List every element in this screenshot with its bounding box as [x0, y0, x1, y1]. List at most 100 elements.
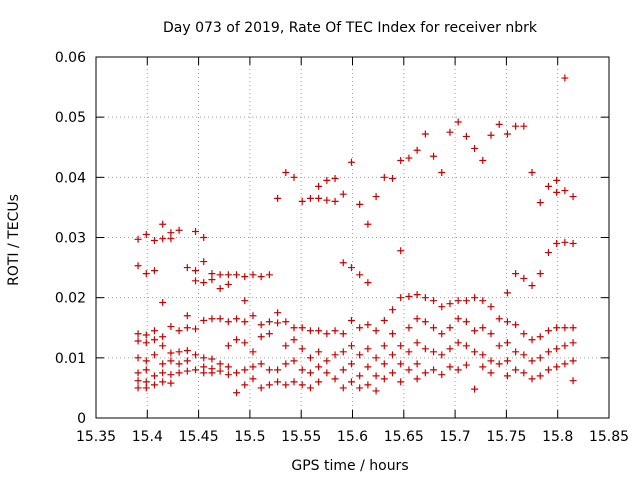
data-point	[142, 384, 150, 392]
data-point	[561, 187, 569, 195]
data-points	[134, 74, 577, 397]
data-point	[241, 297, 249, 305]
x-tick-label: 15.8	[542, 429, 573, 445]
data-point	[569, 357, 577, 365]
data-point	[364, 321, 372, 329]
data-point	[183, 347, 191, 355]
data-point	[438, 169, 446, 177]
data-point	[364, 381, 372, 389]
data-point	[159, 360, 167, 368]
data-point	[249, 271, 257, 279]
data-point	[495, 342, 503, 350]
data-point	[569, 377, 577, 385]
data-point	[150, 237, 158, 245]
data-point	[520, 351, 528, 359]
data-point	[413, 146, 421, 154]
data-point	[561, 342, 569, 350]
data-point	[405, 154, 413, 162]
data-point	[446, 300, 454, 308]
data-point	[192, 325, 200, 333]
data-point	[446, 345, 454, 353]
data-point	[290, 173, 298, 181]
data-point	[438, 330, 446, 338]
data-point	[183, 312, 191, 320]
x-tick-label: 15.45	[179, 429, 219, 445]
data-point	[397, 342, 405, 350]
data-point	[512, 348, 520, 356]
data-point	[528, 357, 536, 365]
data-point	[192, 277, 200, 285]
data-point	[462, 318, 470, 326]
data-point	[446, 128, 454, 136]
data-point	[134, 235, 142, 243]
data-point	[159, 333, 167, 341]
data-point	[331, 197, 339, 205]
data-point	[175, 369, 183, 377]
data-point	[536, 372, 544, 380]
data-point	[479, 351, 487, 359]
x-tick-label: 15.85	[589, 429, 629, 445]
data-point	[561, 324, 569, 332]
data-point	[175, 360, 183, 368]
data-point	[331, 327, 339, 335]
data-point	[487, 131, 495, 139]
data-point	[364, 220, 372, 228]
data-point	[339, 384, 347, 392]
data-point	[503, 318, 511, 326]
data-point	[397, 247, 405, 255]
x-tick-label: 15.6	[337, 429, 368, 445]
x-tick-label: 15.35	[76, 429, 116, 445]
data-point	[241, 339, 249, 347]
data-point	[405, 366, 413, 374]
y-tick-label: 0	[77, 411, 86, 427]
data-point	[159, 342, 167, 350]
data-point	[520, 122, 528, 130]
y-tick-label: 0.05	[55, 110, 86, 126]
data-point	[274, 309, 282, 317]
data-point	[487, 369, 495, 377]
data-point	[224, 342, 232, 350]
data-point	[159, 235, 167, 243]
data-point	[553, 176, 561, 184]
data-point	[495, 120, 503, 128]
data-point	[150, 372, 158, 380]
data-point	[380, 360, 388, 368]
data-point	[167, 371, 175, 379]
data-point	[430, 366, 438, 374]
data-point	[503, 289, 511, 297]
data-point	[142, 339, 150, 347]
data-point	[421, 130, 429, 138]
data-point	[347, 360, 355, 368]
data-point	[134, 330, 142, 338]
data-point	[364, 279, 372, 287]
data-point	[544, 249, 552, 257]
data-point	[561, 74, 569, 82]
data-point	[249, 363, 257, 371]
data-point	[323, 330, 331, 338]
data-point	[487, 303, 495, 311]
data-point	[462, 132, 470, 140]
data-point	[331, 175, 339, 183]
data-point	[183, 264, 191, 272]
data-point	[430, 348, 438, 356]
data-point	[512, 270, 520, 278]
data-point	[339, 366, 347, 374]
data-point	[134, 369, 142, 377]
data-point	[257, 273, 265, 281]
data-point	[192, 351, 200, 359]
data-point	[405, 324, 413, 332]
data-point	[372, 372, 380, 380]
data-point	[159, 298, 167, 306]
data-point	[315, 182, 323, 190]
data-point	[569, 324, 577, 332]
data-point	[561, 238, 569, 246]
data-point	[306, 384, 314, 392]
data-point	[413, 360, 421, 368]
data-point	[544, 366, 552, 374]
data-point	[413, 291, 421, 299]
data-point	[389, 330, 397, 338]
data-point	[134, 354, 142, 362]
data-point	[512, 366, 520, 374]
data-point	[421, 369, 429, 377]
x-tick-label: 15.4	[132, 429, 163, 445]
